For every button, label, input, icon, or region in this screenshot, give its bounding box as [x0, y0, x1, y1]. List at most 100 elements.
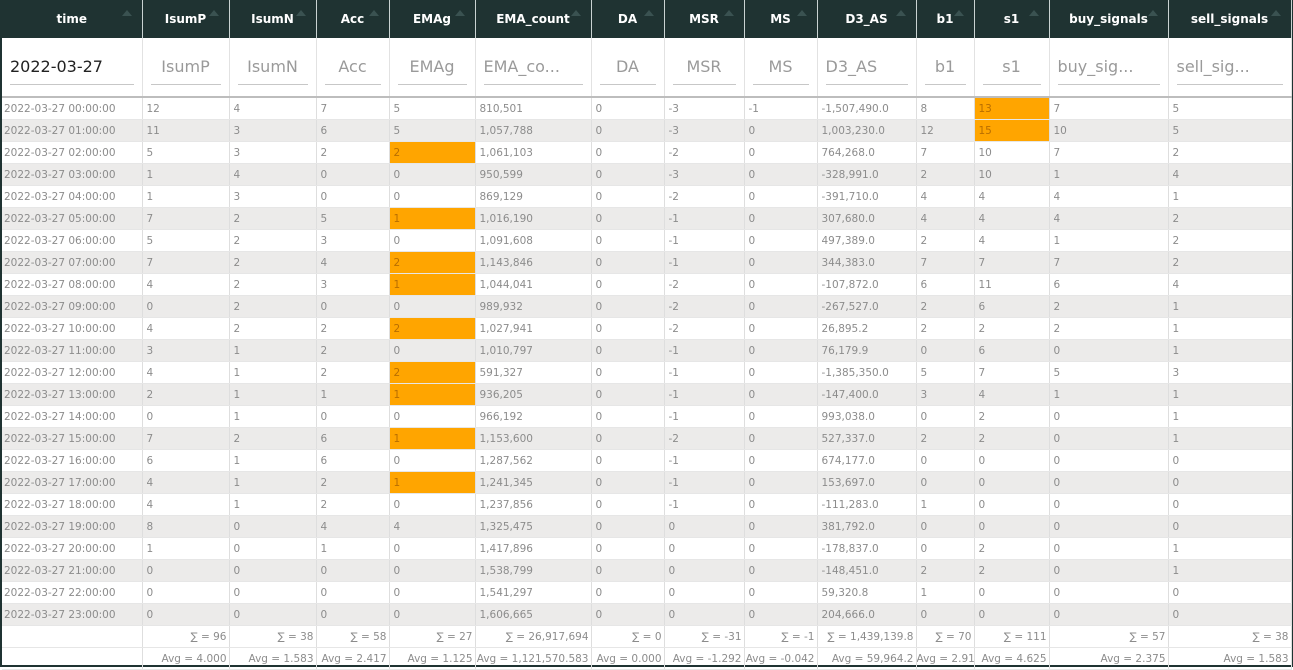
- cell-isump[interactable]: 0: [142, 295, 230, 318]
- cell-isumn[interactable]: 0: [229, 559, 317, 582]
- filter-input-buy-signals[interactable]: buy_sig...: [1057, 50, 1160, 85]
- cell-s1[interactable]: 0: [974, 603, 1050, 626]
- filter-input-b1[interactable]: b1: [924, 50, 966, 85]
- cell-emag[interactable]: 5: [389, 119, 476, 142]
- cell-buy-signals[interactable]: 0: [1049, 603, 1169, 626]
- cell-buy-signals[interactable]: 0: [1049, 515, 1169, 538]
- cell-da[interactable]: 0: [591, 163, 665, 186]
- cell-da[interactable]: 0: [591, 559, 665, 582]
- filter-input-acc[interactable]: Acc: [324, 50, 381, 85]
- cell-isump[interactable]: 1: [142, 163, 230, 186]
- cell-isumn[interactable]: 0: [229, 581, 317, 604]
- cell-ema-count[interactable]: 1,027,941: [475, 317, 592, 340]
- cell-sell-signals[interactable]: 2: [1168, 141, 1292, 164]
- cell-acc[interactable]: 6: [316, 427, 390, 450]
- cell-ms[interactable]: 0: [744, 119, 818, 142]
- cell-emag[interactable]: 0: [389, 537, 476, 560]
- cell-emag[interactable]: 0: [389, 185, 476, 208]
- cell-time[interactable]: 2022-03-27 09:00:00: [2, 295, 143, 318]
- cell-emag[interactable]: 2: [389, 251, 476, 274]
- cell-isumn[interactable]: 1: [229, 493, 317, 516]
- cell-ema-count[interactable]: 1,143,846: [475, 251, 592, 274]
- cell-acc[interactable]: 0: [316, 295, 390, 318]
- column-header-sell-signals[interactable]: sell_signals: [1168, 0, 1292, 38]
- cell-da[interactable]: 0: [591, 581, 665, 604]
- cell-buy-signals[interactable]: 2: [1049, 295, 1169, 318]
- cell-s1[interactable]: 0: [974, 471, 1050, 494]
- cell-ema-count[interactable]: 1,541,297: [475, 581, 592, 604]
- column-header-emag[interactable]: EMAg: [389, 0, 476, 38]
- cell-acc[interactable]: 0: [316, 603, 390, 626]
- table-row[interactable]: 2022-03-27 23:00:00 0 0 0 0 1,606,665 0 0 0 204,6…: [2, 603, 1292, 626]
- cell-msr[interactable]: -2: [664, 141, 745, 164]
- cell-time[interactable]: 2022-03-27 10:00:00: [2, 317, 143, 340]
- cell-buy-signals[interactable]: 1: [1049, 163, 1169, 186]
- filter-input-da[interactable]: DA: [599, 50, 656, 85]
- cell-d3-as[interactable]: -328,991.0: [817, 163, 917, 186]
- cell-isump[interactable]: 0: [142, 405, 230, 428]
- cell-isumn[interactable]: 4: [229, 97, 317, 120]
- cell-isumn[interactable]: 2: [229, 251, 317, 274]
- cell-ms[interactable]: -1: [744, 97, 818, 120]
- cell-emag[interactable]: 2: [389, 361, 476, 384]
- cell-ms[interactable]: 0: [744, 449, 818, 472]
- cell-da[interactable]: 0: [591, 427, 665, 450]
- filter-input-isumn[interactable]: IsumN: [237, 50, 308, 85]
- cell-sell-signals[interactable]: 4: [1168, 163, 1292, 186]
- table-row[interactable]: 2022-03-27 01:00:00 11 3 6 5 1,057,788 0 -3 0 1,0…: [2, 119, 1292, 142]
- cell-ms[interactable]: 0: [744, 559, 818, 582]
- cell-emag[interactable]: 0: [389, 449, 476, 472]
- cell-emag[interactable]: 2: [389, 317, 476, 340]
- cell-time[interactable]: 2022-03-27 12:00:00: [2, 361, 143, 384]
- cell-msr[interactable]: -2: [664, 273, 745, 296]
- cell-time[interactable]: 2022-03-27 13:00:00: [2, 383, 143, 406]
- cell-b1[interactable]: 0: [916, 515, 975, 538]
- cell-ema-count[interactable]: 869,129: [475, 185, 592, 208]
- cell-ms[interactable]: 0: [744, 185, 818, 208]
- cell-time[interactable]: 2022-03-27 22:00:00: [2, 581, 143, 604]
- filter-input-time[interactable]: 2022-03-27: [10, 50, 134, 85]
- cell-isump[interactable]: 7: [142, 207, 230, 230]
- cell-da[interactable]: 0: [591, 405, 665, 428]
- cell-isump[interactable]: 1: [142, 185, 230, 208]
- cell-isumn[interactable]: 2: [229, 317, 317, 340]
- table-row[interactable]: 2022-03-27 12:00:00 4 1 2 2 591,327 0 -1 0 -1,385…: [2, 361, 1292, 384]
- cell-ms[interactable]: 0: [744, 339, 818, 362]
- cell-emag[interactable]: 5: [389, 97, 476, 120]
- cell-buy-signals[interactable]: 0: [1049, 559, 1169, 582]
- column-header-time[interactable]: time: [2, 0, 143, 38]
- cell-ema-count[interactable]: 1,091,608: [475, 229, 592, 252]
- cell-time[interactable]: 2022-03-27 17:00:00: [2, 471, 143, 494]
- cell-d3-as[interactable]: 26,895.2: [817, 317, 917, 340]
- cell-da[interactable]: 0: [591, 229, 665, 252]
- cell-b1[interactable]: 7: [916, 141, 975, 164]
- cell-b1[interactable]: 0: [916, 449, 975, 472]
- cell-b1[interactable]: 0: [916, 537, 975, 560]
- cell-isumn[interactable]: 0: [229, 537, 317, 560]
- sort-arrow-icon[interactable]: [723, 10, 734, 16]
- cell-acc[interactable]: 6: [316, 119, 390, 142]
- cell-buy-signals[interactable]: 0: [1049, 339, 1169, 362]
- cell-ms[interactable]: 0: [744, 383, 818, 406]
- cell-sell-signals[interactable]: 0: [1168, 449, 1292, 472]
- table-row[interactable]: 2022-03-27 21:00:00 0 0 0 0 1,538,799 0 0 0 -148,…: [2, 559, 1292, 582]
- sort-arrow-icon[interactable]: [1147, 10, 1158, 16]
- cell-s1[interactable]: 4: [974, 207, 1050, 230]
- cell-s1[interactable]: 2: [974, 317, 1050, 340]
- cell-ema-count[interactable]: 1,417,896: [475, 537, 592, 560]
- cell-s1[interactable]: 7: [974, 361, 1050, 384]
- cell-msr[interactable]: -1: [664, 471, 745, 494]
- cell-da[interactable]: 0: [591, 361, 665, 384]
- cell-isump[interactable]: 2: [142, 383, 230, 406]
- cell-emag[interactable]: 1: [389, 273, 476, 296]
- cell-d3-as[interactable]: 59,320.8: [817, 581, 917, 604]
- cell-ema-count[interactable]: 1,325,475: [475, 515, 592, 538]
- cell-isump[interactable]: 8: [142, 515, 230, 538]
- filter-input-sell-signals[interactable]: sell_sig...: [1176, 50, 1283, 85]
- table-row[interactable]: 2022-03-27 19:00:00 8 0 4 4 1,325,475 0 0 0 381,7…: [2, 515, 1292, 538]
- cell-sell-signals[interactable]: 4: [1168, 273, 1292, 296]
- cell-sell-signals[interactable]: 1: [1168, 427, 1292, 450]
- cell-s1[interactable]: 4: [974, 185, 1050, 208]
- cell-b1[interactable]: 2: [916, 559, 975, 582]
- cell-time[interactable]: 2022-03-27 19:00:00: [2, 515, 143, 538]
